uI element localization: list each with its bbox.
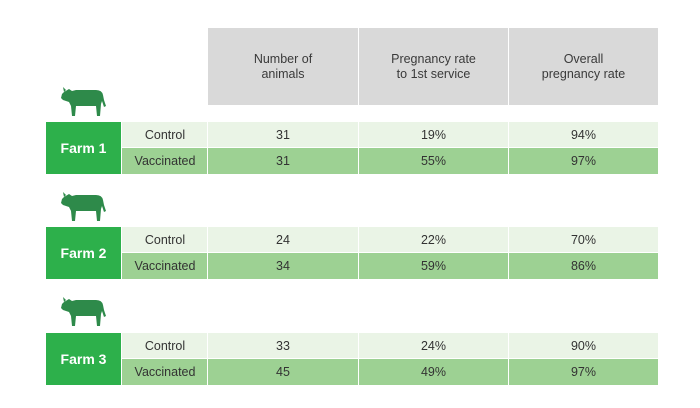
cell-animals: 45 xyxy=(208,359,358,385)
cell-first-service: 22% xyxy=(359,227,508,252)
header-number-of-animals: Number of animals xyxy=(208,28,358,105)
row-label-vaccinated: Vaccinated xyxy=(122,148,208,174)
row-label-control: Control xyxy=(122,333,208,358)
cow-icon xyxy=(60,292,108,328)
cell-animals: 33 xyxy=(208,333,358,358)
farm-label: Farm 3 xyxy=(46,333,121,385)
cell-first-service: 19% xyxy=(359,122,508,147)
cow-icon xyxy=(60,187,108,223)
header-pregnancy-rate-first-service: Pregnancy rate to 1st service xyxy=(359,28,508,105)
cell-overall: 90% xyxy=(509,333,658,358)
column-divider xyxy=(207,105,208,385)
row-label-vaccinated: Vaccinated xyxy=(122,359,208,385)
cell-first-service: 55% xyxy=(359,148,508,174)
row-label-vaccinated: Vaccinated xyxy=(122,253,208,279)
cell-animals: 31 xyxy=(208,122,358,147)
cell-first-service: 24% xyxy=(359,333,508,358)
cell-first-service: 49% xyxy=(359,359,508,385)
cell-overall: 97% xyxy=(509,148,658,174)
cell-animals: 31 xyxy=(208,148,358,174)
farm-label: Farm 2 xyxy=(46,227,121,279)
cow-icon xyxy=(60,82,108,118)
cell-overall: 97% xyxy=(509,359,658,385)
header-overall-pregnancy-rate: Overall pregnancy rate xyxy=(509,28,658,105)
farm-label: Farm 1 xyxy=(46,122,121,174)
row-label-control: Control xyxy=(122,227,208,252)
column-divider xyxy=(121,105,122,385)
cell-overall: 94% xyxy=(509,122,658,147)
cell-animals: 34 xyxy=(208,253,358,279)
column-divider xyxy=(358,28,359,385)
cell-first-service: 59% xyxy=(359,253,508,279)
cell-overall: 86% xyxy=(509,253,658,279)
column-divider xyxy=(508,28,509,385)
cell-overall: 70% xyxy=(509,227,658,252)
cell-animals: 24 xyxy=(208,227,358,252)
row-label-control: Control xyxy=(122,122,208,147)
